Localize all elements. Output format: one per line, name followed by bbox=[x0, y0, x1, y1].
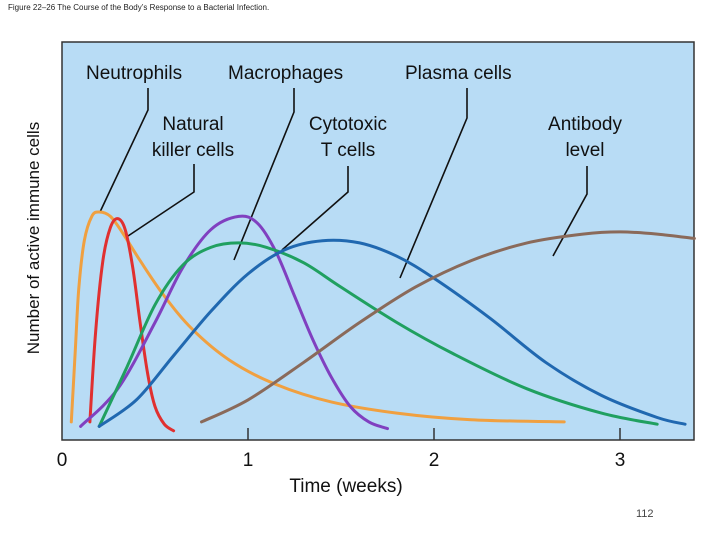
tc-line-2: T cells bbox=[320, 140, 376, 161]
x-axis-label: Time (weeks) bbox=[289, 476, 403, 497]
leader-line-natural-killer-cells bbox=[127, 164, 195, 237]
series-line-plasma-cells bbox=[97, 238, 687, 428]
x-tick-0: 0 bbox=[56, 450, 68, 471]
ab-line-1: Antibody bbox=[548, 114, 622, 135]
series-line-neutrophils bbox=[69, 210, 566, 424]
label-antibody-level: Antibody level bbox=[536, 112, 634, 164]
series-line-cytotoxic-t-cells bbox=[97, 241, 659, 428]
series-line-macrophages bbox=[79, 214, 389, 431]
series-line-antibody-level bbox=[200, 230, 696, 424]
x-tick-2: 2 bbox=[428, 450, 440, 471]
leader-line-cytotoxic-t-cells bbox=[281, 166, 349, 251]
leader-line-neutrophils bbox=[99, 88, 149, 213]
leader-line-macrophages bbox=[233, 88, 295, 261]
label-plasma-cells: Plasma cells bbox=[405, 63, 512, 84]
x-tick-1: 1 bbox=[242, 450, 254, 471]
label-macrophages: Macrophages bbox=[228, 63, 344, 84]
x-tick-3: 3 bbox=[614, 450, 626, 471]
leader-line-plasma-cells bbox=[399, 88, 468, 279]
nk-line-2: killer cells bbox=[151, 140, 235, 161]
x-tick-marks bbox=[247, 428, 621, 440]
plot-area bbox=[61, 41, 695, 441]
label-natural-killer-cells: Natural killer cells bbox=[140, 112, 246, 164]
label-cytotoxic-t-cells: Cytotoxic T cells bbox=[296, 112, 400, 164]
leader-lines bbox=[99, 88, 588, 279]
tc-line-1: Cytotoxic bbox=[308, 114, 388, 135]
label-neutrophils: Neutrophils bbox=[86, 63, 183, 84]
ab-line-2: level bbox=[565, 140, 605, 161]
page-number: 112 bbox=[636, 508, 654, 520]
nk-line-1: Natural bbox=[162, 114, 224, 135]
figure-caption: Figure 22–26 The Course of the Body’s Re… bbox=[8, 3, 270, 12]
series-line-natural-killer-cells bbox=[88, 217, 176, 433]
series-group bbox=[69, 210, 696, 433]
